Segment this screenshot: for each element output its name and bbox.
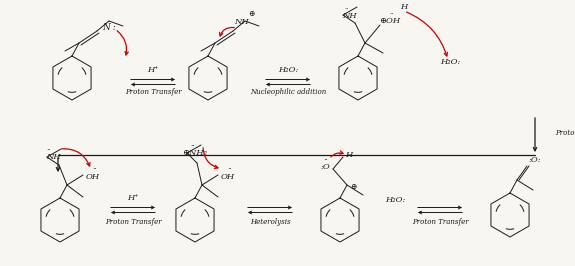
Text: Proton Transfer: Proton Transfer	[125, 88, 181, 96]
Text: ..: ..	[228, 163, 232, 171]
Text: ..: ..	[191, 140, 196, 148]
Text: NH: NH	[233, 18, 248, 26]
Text: Proton Transfer: Proton Transfer	[555, 129, 575, 137]
Text: ..: ..	[345, 3, 349, 11]
Text: Proton Transfer: Proton Transfer	[412, 218, 468, 226]
Text: ⊕NH₂: ⊕NH₂	[182, 149, 208, 157]
Text: OH: OH	[221, 173, 235, 181]
Text: N :: N :	[102, 23, 116, 31]
Text: ⊕OH: ⊕OH	[380, 17, 401, 25]
Text: NH: NH	[342, 12, 356, 20]
Text: ⊕: ⊕	[350, 183, 356, 191]
Text: NH: NH	[45, 153, 60, 161]
Text: ⊕: ⊕	[248, 10, 254, 18]
Text: Heterolysis: Heterolysis	[250, 218, 290, 226]
Text: H₂O:: H₂O:	[385, 196, 405, 204]
Text: ..: ..	[93, 163, 97, 171]
Text: H⁺: H⁺	[127, 194, 139, 202]
Text: OH: OH	[86, 173, 100, 181]
Text: ..: ..	[390, 8, 394, 16]
Text: Nucleophilic addition: Nucleophilic addition	[250, 88, 326, 96]
Text: H⁺: H⁺	[147, 66, 159, 74]
Text: :O: :O	[320, 163, 330, 171]
Text: H: H	[400, 3, 408, 11]
Text: Proton Transfer: Proton Transfer	[105, 218, 162, 226]
Text: ..: ..	[47, 144, 51, 152]
Text: :O:: :O:	[528, 156, 541, 164]
Text: ..: ..	[324, 154, 328, 162]
Text: H: H	[346, 151, 352, 159]
Text: H₂O:: H₂O:	[440, 58, 460, 66]
Text: H₂O:: H₂O:	[278, 66, 298, 74]
